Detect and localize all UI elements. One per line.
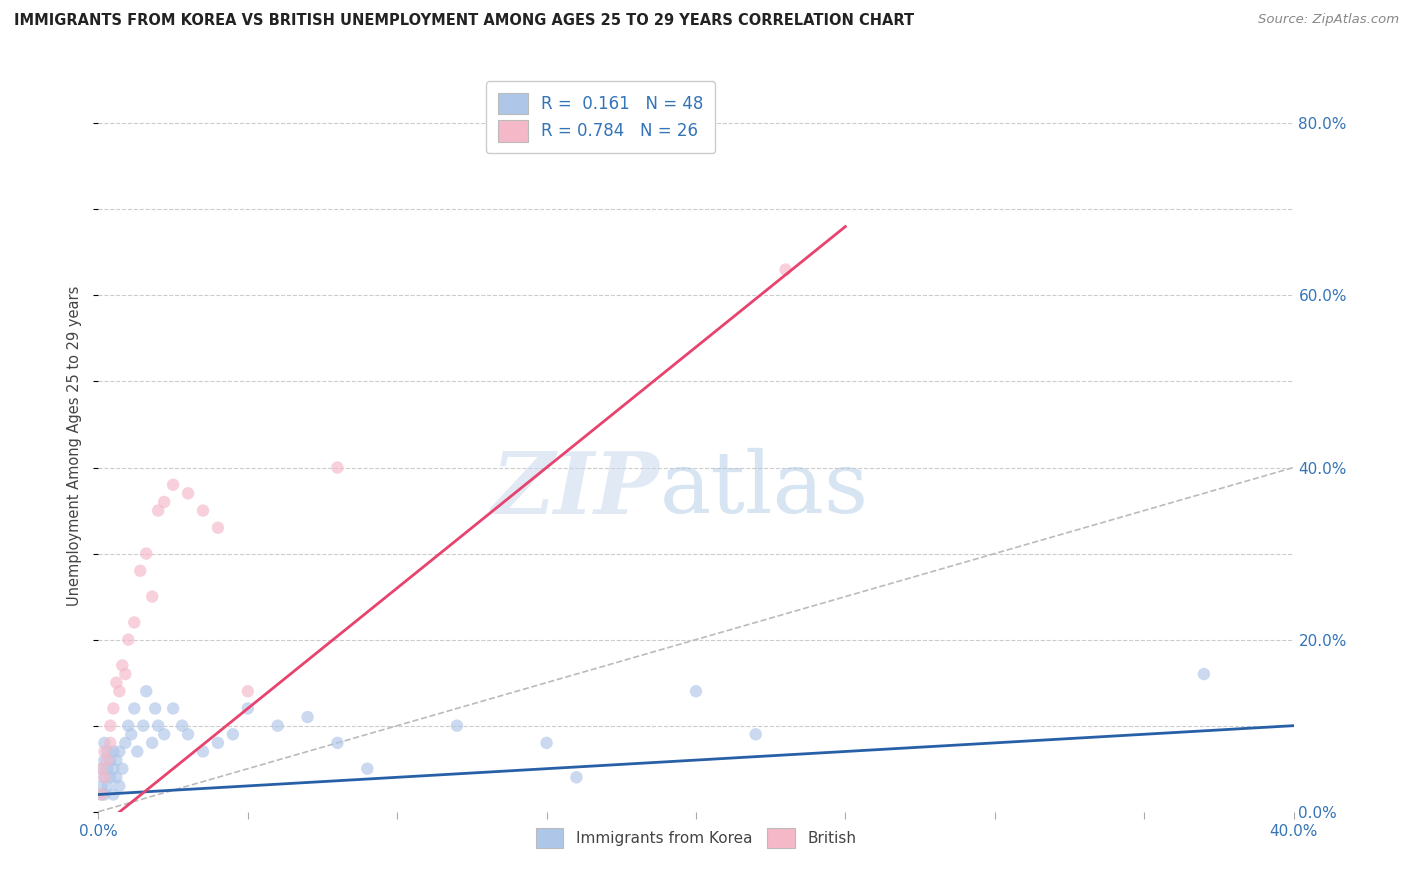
Point	[536, 736, 558, 750]
Point	[148, 503, 170, 517]
Point	[129, 564, 152, 578]
Point	[222, 727, 245, 741]
Point	[103, 788, 125, 802]
Point	[236, 684, 259, 698]
Point	[90, 788, 112, 802]
Text: Source: ZipAtlas.com: Source: ZipAtlas.com	[1258, 13, 1399, 27]
Point	[93, 788, 115, 802]
Point	[93, 770, 115, 784]
Point	[105, 675, 128, 690]
Point	[143, 701, 166, 715]
Point	[96, 762, 118, 776]
Point	[111, 658, 134, 673]
Point	[127, 744, 149, 758]
Point	[124, 615, 146, 630]
Point	[114, 667, 136, 681]
Point	[236, 701, 259, 715]
Legend: Immigrants from Korea, British: Immigrants from Korea, British	[529, 821, 863, 855]
Point	[191, 503, 214, 517]
Point	[153, 495, 176, 509]
Point	[93, 753, 115, 767]
Point	[105, 753, 128, 767]
Point	[745, 727, 768, 741]
Point	[162, 701, 184, 715]
Point	[90, 762, 112, 776]
Text: ZIP: ZIP	[492, 448, 661, 532]
Point	[565, 770, 588, 784]
Text: IMMIGRANTS FROM KOREA VS BRITISH UNEMPLOYMENT AMONG AGES 25 TO 29 YEARS CORRELAT: IMMIGRANTS FROM KOREA VS BRITISH UNEMPLO…	[14, 13, 914, 29]
Point	[177, 486, 200, 500]
Point	[93, 744, 115, 758]
Point	[326, 736, 349, 750]
Point	[297, 710, 319, 724]
Point	[446, 719, 468, 733]
Point	[685, 684, 707, 698]
Point	[98, 753, 122, 767]
Point	[120, 727, 142, 741]
Point	[135, 684, 157, 698]
Point	[141, 736, 163, 750]
Point	[356, 762, 378, 776]
Point	[207, 521, 229, 535]
Point	[141, 590, 163, 604]
Point	[177, 727, 200, 741]
Point	[90, 779, 112, 793]
Point	[90, 788, 112, 802]
Point	[117, 632, 139, 647]
Point	[1192, 667, 1215, 681]
Point	[96, 753, 118, 767]
Point	[775, 262, 797, 277]
Point	[111, 762, 134, 776]
Point	[108, 779, 131, 793]
Point	[96, 744, 118, 758]
Point	[114, 736, 136, 750]
Point	[326, 460, 349, 475]
Point	[207, 736, 229, 750]
Point	[98, 719, 122, 733]
Point	[132, 719, 155, 733]
Point	[153, 727, 176, 741]
Point	[124, 701, 146, 715]
Point	[90, 762, 112, 776]
Point	[103, 762, 125, 776]
Point	[108, 744, 131, 758]
Point	[93, 770, 115, 784]
Point	[93, 736, 115, 750]
Point	[117, 719, 139, 733]
Y-axis label: Unemployment Among Ages 25 to 29 years: Unemployment Among Ages 25 to 29 years	[67, 285, 83, 607]
Point	[96, 779, 118, 793]
Point	[103, 744, 125, 758]
Point	[108, 684, 131, 698]
Point	[148, 719, 170, 733]
Point	[105, 770, 128, 784]
Text: atlas: atlas	[661, 449, 869, 532]
Point	[98, 736, 122, 750]
Point	[98, 770, 122, 784]
Point	[103, 701, 125, 715]
Point	[172, 719, 194, 733]
Point	[267, 719, 290, 733]
Point	[135, 547, 157, 561]
Point	[191, 744, 214, 758]
Point	[162, 477, 184, 491]
